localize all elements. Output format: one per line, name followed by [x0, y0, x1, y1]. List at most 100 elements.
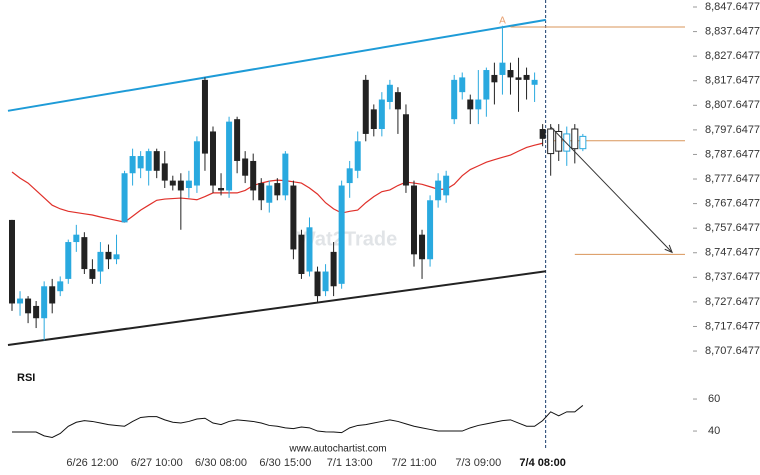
channel-line	[7, 18, 547, 112]
candle-body	[129, 156, 136, 174]
candle-body	[298, 234, 305, 274]
candle-body	[322, 271, 329, 292]
candle-body	[113, 254, 120, 260]
y-tick-label: 8,807.6477	[705, 99, 760, 111]
candle-body	[579, 135, 587, 150]
candle-body	[137, 156, 144, 169]
y-tick-label: 8,837.6477	[705, 25, 760, 37]
candle-body	[435, 180, 442, 201]
candle-body	[210, 131, 216, 186]
candle-body	[97, 251, 104, 272]
candle-body	[234, 119, 241, 161]
candle-body	[539, 129, 546, 139]
candle-body	[105, 251, 112, 260]
candle-body	[169, 180, 176, 186]
rsi-tick-label: 40	[708, 425, 720, 437]
candle-body	[161, 163, 168, 181]
candle-body	[531, 79, 538, 85]
candle-body	[193, 141, 200, 186]
candle-body	[338, 185, 345, 284]
channel-line	[7, 270, 546, 347]
candle-body	[81, 237, 88, 270]
arrow-head	[664, 244, 673, 254]
candle-body	[282, 153, 289, 196]
candle-body	[218, 187, 225, 191]
candle-body	[346, 168, 353, 184]
candle-body	[153, 151, 160, 171]
x-tick-label: 7/3 09:00	[455, 457, 501, 469]
candle-body	[555, 130, 563, 152]
candle-body	[49, 286, 56, 304]
candle-body	[145, 151, 152, 171]
candle-body	[306, 227, 313, 272]
candle-body	[411, 185, 417, 255]
x-tick-label: 7/2 11:00	[391, 457, 436, 469]
peak-label: A	[499, 16, 506, 27]
candle-body	[427, 200, 434, 260]
candle-body	[250, 160, 257, 191]
candle-body	[17, 298, 24, 304]
candle-body	[9, 219, 15, 304]
candle-body	[41, 286, 48, 319]
candle-body	[515, 77, 522, 80]
candle-body	[25, 298, 32, 314]
x-tick-label: 7/1 13:00	[327, 457, 373, 469]
y-tick-label: 8,727.6477	[705, 296, 760, 308]
forecast-arrow	[550, 126, 673, 253]
candle-body	[547, 128, 555, 155]
y-tick-label: 8,707.6477	[705, 345, 760, 357]
x-tick-label: 6/27 10:00	[131, 457, 183, 469]
x-tick-label: 7/4 08:00	[519, 457, 565, 469]
x-tick-label: 6/26 12:00	[66, 457, 118, 469]
candle-body	[177, 180, 184, 191]
candle-body	[185, 180, 192, 188]
candle-body	[467, 99, 474, 110]
y-tick-label: 8,817.6477	[705, 75, 760, 87]
candle-body	[314, 271, 321, 297]
candle-body	[483, 70, 490, 100]
candle-body	[475, 99, 482, 110]
candle-body	[266, 185, 273, 203]
x-tick-label: 6/30 08:00	[195, 457, 247, 469]
candle-body	[394, 92, 401, 110]
candle-body	[33, 305, 40, 319]
candle-body	[523, 74, 530, 80]
y-tick-label: 8,827.6477	[705, 50, 760, 62]
candle-body	[290, 185, 297, 250]
candle-body	[362, 79, 369, 134]
rsi-line	[12, 405, 584, 438]
candle-body	[370, 109, 377, 130]
candle-body	[354, 141, 361, 171]
candle-body	[419, 234, 426, 260]
candle-body	[563, 133, 571, 152]
candle-body	[451, 79, 458, 120]
candle-body	[73, 234, 80, 243]
y-tick-label: 8,847.6477	[705, 1, 760, 13]
candle-body	[491, 74, 498, 83]
candle-body	[201, 79, 208, 154]
candle-body	[378, 99, 385, 130]
candle-body	[57, 281, 64, 292]
candle-body	[89, 269, 96, 279]
candle-body	[65, 242, 72, 279]
source: www.autochartist.com	[288, 444, 386, 455]
y-tick-label: 8,787.6477	[705, 148, 760, 160]
candle-body	[226, 121, 233, 191]
candle-body	[242, 158, 249, 176]
candle-body	[121, 173, 128, 223]
candle-body	[571, 128, 579, 150]
y-tick-label: 8,737.6477	[705, 271, 760, 283]
rsi-title: RSI	[17, 372, 35, 384]
y-tick-label: 8,767.6477	[705, 198, 760, 210]
candle-body	[507, 70, 514, 78]
candle-body	[386, 84, 393, 102]
x-tick-label: 6/30 15:00	[259, 457, 311, 469]
candle-body	[459, 77, 466, 93]
candle-body	[499, 62, 506, 75]
watermark: Wat2Trade	[297, 228, 397, 250]
y-tick-label: 8,757.6477	[705, 222, 760, 234]
candle-body	[258, 183, 265, 201]
candle-body	[443, 175, 450, 196]
